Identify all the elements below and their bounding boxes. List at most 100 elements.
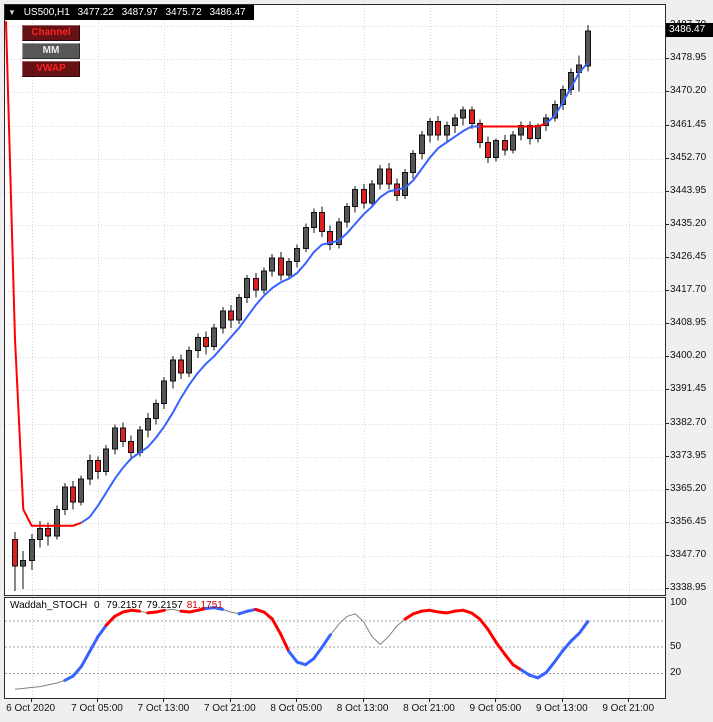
time-axis-label: 9 Oct 13:00: [535, 703, 588, 714]
stoch-colored-segment: [71, 664, 83, 678]
candle: [12, 532, 18, 591]
candle-body: [195, 336, 201, 352]
indicator-name: Waddah_STOCH: [10, 600, 88, 611]
time-axis-label: 9 Oct 05:00: [469, 703, 522, 714]
price-axis-tick: [666, 190, 669, 192]
high-value: 3487.97: [121, 7, 158, 18]
candle-body: [286, 261, 292, 276]
time-axis-tick: [296, 699, 298, 702]
stoch-colored-segment: [104, 614, 117, 627]
candle: [502, 134, 508, 156]
candle: [170, 356, 176, 389]
mm-button[interactable]: MM: [22, 43, 80, 59]
candle-body: [477, 122, 483, 143]
current-price-badge: 3486.47: [666, 22, 713, 37]
indicator-svg[interactable]: [5, 598, 665, 698]
price-axis-tick: [666, 455, 669, 457]
candle-body: [145, 418, 151, 431]
price-axis-label: 3391.45: [670, 383, 707, 395]
candle: [361, 184, 367, 209]
stoch-colored-segment: [561, 639, 573, 653]
candle-body: [211, 327, 217, 348]
candle-body: [128, 440, 134, 454]
price-axis-label: 3408.95: [670, 317, 707, 329]
stoch-colored-segment: [577, 620, 590, 635]
candle-body: [402, 172, 408, 196]
indicator-value: 81.1751: [186, 600, 223, 611]
time-axis-tick: [429, 699, 430, 702]
symbol-title: ▼ US500,H1 3477.22 3487.97 3475.72 3486.…: [5, 5, 254, 20]
stoch-colored-segment: [262, 610, 274, 621]
candle: [294, 244, 300, 268]
indicator-value: 79.2157: [146, 600, 183, 611]
candle: [319, 206, 325, 237]
candle: [435, 115, 441, 141]
candle: [236, 293, 242, 325]
stoch-colored-segment: [79, 650, 92, 668]
candle-body: [319, 211, 325, 232]
price-chart-svg[interactable]: [5, 5, 665, 595]
price-axis-tick: [666, 157, 669, 159]
candle-body: [294, 247, 300, 263]
candle-body: [352, 189, 358, 208]
candle: [195, 333, 201, 359]
price-axis-tick: [666, 290, 669, 292]
stoch-colored-segment: [536, 671, 548, 680]
channel-button[interactable]: Channel: [22, 25, 80, 41]
candle-body: [261, 270, 267, 291]
candle: [452, 113, 458, 133]
candle: [128, 435, 134, 461]
time-axis-label: 7 Oct 13:00: [137, 703, 190, 714]
indicator-panel[interactable]: [4, 597, 666, 699]
candle: [186, 346, 192, 378]
candle-body: [20, 560, 26, 567]
close-value: 3486.47: [209, 7, 246, 18]
price-axis-label: 3417.70: [670, 284, 707, 296]
candle-body: [103, 448, 109, 473]
stoch-colored-segment: [212, 606, 224, 611]
open-value: 3477.22: [77, 7, 114, 18]
candle-body: [170, 359, 176, 382]
price-axis-tick: [666, 389, 669, 391]
time-axis-label: 8 Oct 05:00: [270, 703, 323, 714]
stoch-colored-segment: [63, 674, 75, 682]
candle: [286, 257, 292, 279]
candle-body: [327, 230, 333, 246]
price-axis-label: 3461.45: [670, 118, 707, 130]
price-axis-label: 3452.70: [670, 151, 707, 163]
candle-body: [527, 124, 533, 140]
candle-body: [120, 427, 126, 442]
candle-body: [585, 30, 591, 67]
symbol-period-label: US500,H1: [23, 7, 70, 18]
candle: [178, 354, 184, 379]
candle: [54, 505, 60, 540]
stoch-colored-segment: [129, 608, 141, 613]
candle-body: [435, 121, 441, 136]
candle-body: [361, 189, 367, 204]
price-chart[interactable]: [4, 4, 666, 596]
chart-marker-icon: ▼: [8, 8, 16, 17]
vwap-button[interactable]: VWAP: [22, 61, 80, 77]
time-axis-tick: [30, 699, 32, 702]
candle: [386, 163, 392, 190]
time-axis-label: 6 Oct 2020: [6, 703, 56, 714]
candle: [145, 412, 151, 438]
panel-divider[interactable]: [4, 593, 666, 597]
candle-body: [303, 227, 309, 249]
candle: [278, 252, 284, 281]
stoch-colored-segment: [503, 652, 515, 667]
candle: [228, 305, 234, 328]
time-axis-tick: [495, 699, 497, 702]
candle-body: [518, 124, 524, 136]
candle: [103, 445, 109, 476]
candle: [527, 121, 533, 145]
indicator-axis-label: 100: [670, 597, 687, 609]
indicator-values: 79.2157 79.2157 81.1751: [106, 600, 226, 611]
candle-body: [278, 257, 284, 276]
candle: [518, 121, 524, 141]
candle: [327, 225, 333, 251]
stoch-colored-segment: [478, 617, 490, 632]
time-axis-label: 8 Oct 21:00: [403, 703, 455, 714]
candle-body: [535, 124, 541, 140]
